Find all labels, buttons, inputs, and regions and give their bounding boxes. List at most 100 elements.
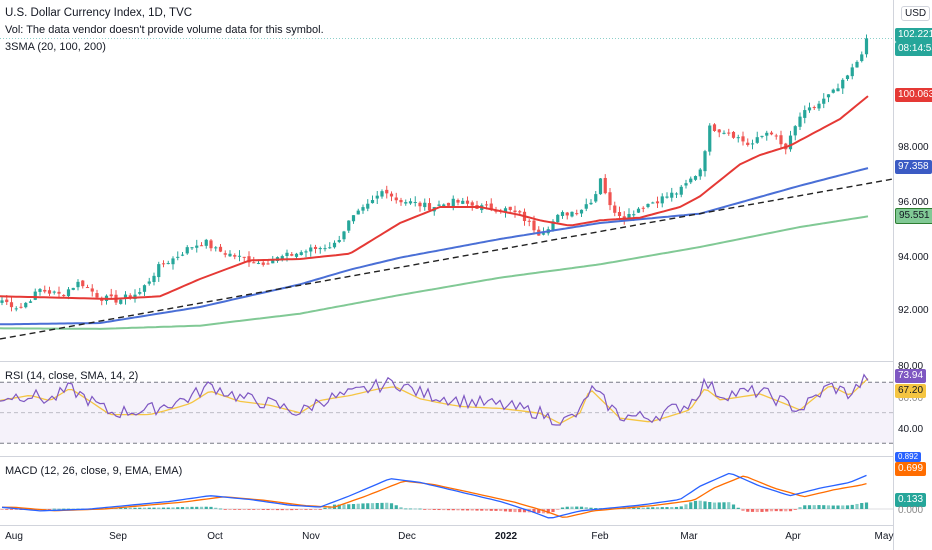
candle-body [280,256,284,259]
macd-histogram-bar [456,509,460,511]
macd-histogram-bar [147,507,151,509]
candle-body [731,131,736,138]
macd-histogram-bar [138,507,142,509]
macd-histogram-bar [427,509,432,510]
time-axis-separator [0,525,932,526]
macd-histogram-bar [294,509,299,510]
macd-svg[interactable] [0,457,893,525]
candle-body [760,135,764,137]
sma20-tag: 100.063 [895,88,932,102]
candle-body [788,135,793,150]
candle-body [90,288,94,292]
candle-body [774,135,778,137]
rsi-pane[interactable]: RSI (14, close, SMA, 14, 2) [0,362,893,456]
macd-legend[interactable]: MACD (12, 26, close, 9, EMA, EMA) [5,465,183,477]
macd-histogram-bar [522,509,527,513]
macd-histogram-bar [57,508,61,510]
candle-body [717,129,721,133]
candle-body [33,291,37,300]
macd-histogram-bar [247,509,251,510]
sma100-line [0,167,869,326]
macd-histogram-bar [722,502,726,509]
candle-body [38,289,42,292]
candle-body [138,292,142,294]
price-scale[interactable]: 98.000 96.000 94.000 92.000 102.221 08:1… [893,0,932,550]
candle-body [404,202,408,204]
candle-body [385,189,389,194]
candle-body [494,210,498,212]
macd-histogram-bar [546,509,550,514]
candle-body [812,107,816,109]
macd-histogram-bar [356,503,360,509]
rsi-legend[interactable]: RSI (14, close, SMA, 14, 2) [5,370,139,382]
currency-button[interactable]: USD [901,6,931,21]
macd-histogram-bar [831,505,835,509]
macd-histogram-bar [5,509,9,510]
candle-body [199,245,204,247]
volume-note: Vol: The data vendor doesn't provide vol… [5,24,324,36]
candle-body [793,126,797,136]
macd-histogram-bar [769,509,774,512]
macd-histogram-bar [641,507,645,509]
macd-histogram-bar [47,509,52,510]
candle-body [484,204,489,206]
rsi-value-tag: 73.94 [895,369,927,383]
time-label: Dec [398,531,416,542]
candle-body [836,88,840,92]
macd-histogram-bar [437,509,441,511]
candle-body [190,247,194,249]
candle-body [575,213,579,215]
candle-body [95,293,99,298]
macd-histogram-bar [798,507,802,509]
candle-body [351,215,356,222]
candle-body [708,125,712,152]
macd-histogram-bar [157,507,161,509]
macd-histogram-bar [584,507,588,509]
sma-legend[interactable]: 3SMA (20, 100, 200) [5,41,106,53]
candle-body [831,89,835,93]
macd-histogram-bar [432,509,436,510]
macd-histogram-bar [684,504,688,509]
macd-histogram-bar [788,509,793,512]
rsi-svg[interactable] [0,362,893,456]
macd-histogram-bar [532,509,536,513]
pane-separator[interactable] [0,456,932,457]
macd-histogram-bar [698,500,702,509]
macd-histogram-bar [864,502,869,509]
candle-body [52,291,56,293]
candle-body [332,242,337,248]
macd-histogram-bar [513,509,517,513]
macd-histogram-bar [218,508,223,510]
candle-body [223,253,227,255]
macd-histogram-bar [290,509,294,511]
candle-body [313,246,318,249]
candle-body [461,200,465,204]
time-label: Nov [302,531,320,542]
macd-histogram-bar [784,509,788,512]
candle-body [841,79,845,89]
macd-histogram-bar [731,504,736,509]
candle-body [318,248,322,250]
macd-pane[interactable]: MACD (12, 26, close, 9, EMA, EMA) [0,457,893,525]
price-tick: 94.000 [898,252,929,263]
price-chart-pane[interactable]: U.S. Dollar Currency Index, 1D, TVC Vol:… [0,0,894,361]
macd-histogram-bar [271,509,275,511]
macd-histogram-bar [841,505,845,509]
macd-histogram-bar [190,506,194,509]
candle-body [413,202,417,204]
time-label: Aug [5,531,23,542]
candle-body [674,193,679,195]
macd-histogram-bar [494,509,498,511]
pane-separator[interactable] [0,361,932,362]
macd-histogram-bar [119,507,123,509]
macd-histogram-bar [703,501,707,509]
candle-body [442,204,446,207]
macd-histogram-bar [180,506,185,509]
rsi-line [0,373,869,426]
price-chart-svg[interactable] [0,0,894,361]
candle-body [845,75,850,80]
macd-histogram-bar [632,507,636,509]
candle-body [817,103,821,109]
candle-body [489,203,493,210]
macd-histogram-bar [760,509,764,512]
